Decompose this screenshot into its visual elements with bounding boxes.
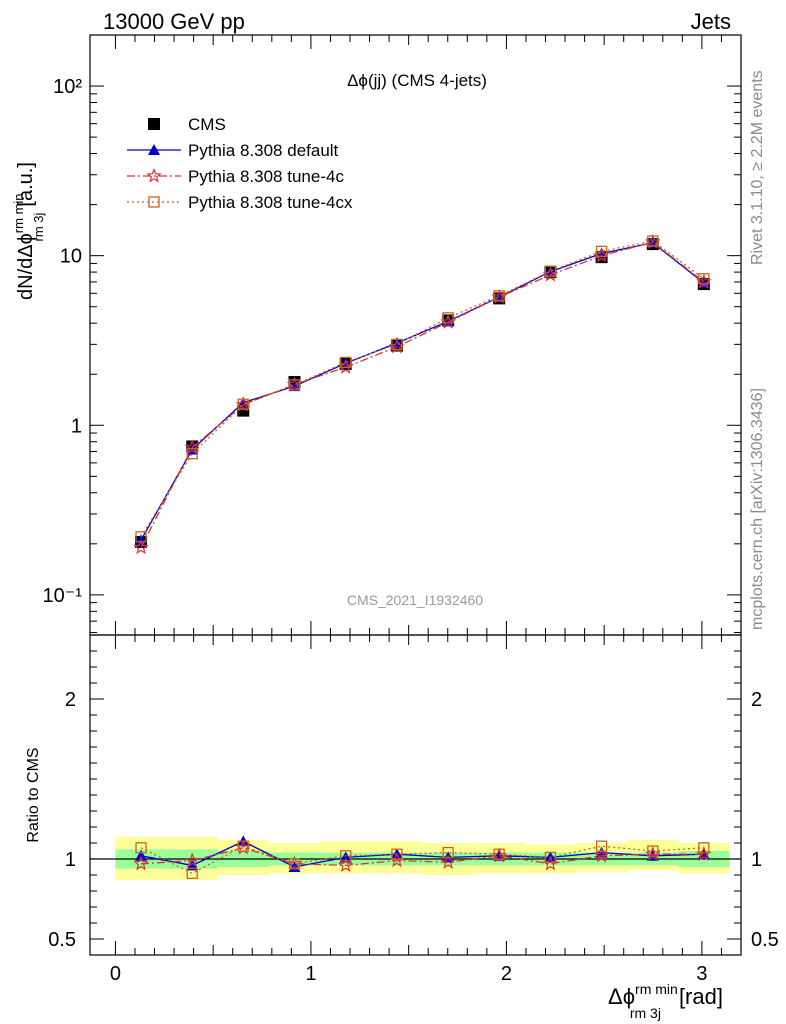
main-y-label: dN/dΔϕrm min rm 3j[a.u.] [11, 162, 46, 300]
ratio-y-tick-label: 1 [65, 849, 76, 871]
ratio-panel: 0.5 0.51 12 20 1 2 3 Ratio to CMS Δϕrm min rm 3… [25, 635, 779, 1021]
legend-item: CMS [148, 115, 226, 134]
main-series-layer [135, 236, 710, 553]
legend-item: Pythia 8.308 tune-4cx [127, 193, 353, 212]
series-line [141, 242, 704, 547]
legend-label: Pythia 8.308 default [188, 141, 339, 160]
header-left: 13000 GeV pp [103, 9, 245, 34]
x-tick-label: 2 [501, 963, 512, 985]
x-label-sup: rm min [635, 981, 678, 997]
ratio-y-label: Ratio to CMS [25, 747, 42, 842]
x-axis-label: Δϕrm min rm 3j[rad] [608, 981, 723, 1021]
header-right: Jets [691, 9, 731, 34]
main-y-label-sub: rm 3j [31, 212, 46, 241]
legend-item: Pythia 8.308 default [127, 141, 339, 160]
series-pythia-8-308-tune-4cx [136, 236, 709, 542]
ratio-y-tick-label-right: 0.5 [751, 929, 779, 951]
legend-label: CMS [188, 115, 226, 134]
series-line [141, 243, 704, 540]
watermark: CMS_2021_I1932460 [347, 592, 483, 608]
main-y-tick-label: 1 [71, 415, 82, 437]
ratio-y-tick-label-right: 1 [751, 849, 762, 871]
main-y-ticks: 10⁻¹ 1 10 10² [43, 35, 741, 635]
legend-item: Pythia 8.308 tune-4c [127, 167, 344, 186]
main-y-tick-label: 10 [60, 246, 82, 268]
main-y-label-main: dN/dΔϕ [15, 233, 37, 300]
x-label-unit: [rad] [679, 984, 723, 1009]
legend-marker [148, 118, 160, 130]
legend-label: Pythia 8.308 tune-4cx [188, 193, 353, 212]
main-panel: 10⁻¹ 1 10 10² Δϕ(jj) (CMS 4-jets) CMS_2021_… [11, 35, 741, 635]
chart-title: Δϕ(jj) (CMS 4-jets) [347, 71, 487, 90]
ratio-frame [90, 635, 741, 955]
x-tick-label: 0 [110, 963, 121, 985]
x-tick-label: 3 [696, 963, 707, 985]
side-text-upper: Rivet 3.1.10, ≥ 2.2M events [749, 70, 766, 265]
x-tick-label: 1 [305, 963, 316, 985]
main-y-tick-label: 10⁻¹ [43, 585, 83, 607]
legend-label: Pythia 8.308 tune-4c [188, 167, 344, 186]
legend: CMS Pythia 8.308 default Pythia 8.308 tune… [127, 115, 353, 212]
series-cms [135, 238, 710, 548]
x-label-sub: rm 3j [630, 1005, 661, 1021]
ratio-ticks: 0.5 0.5 1 1 2 2 0 1 2 3 [48, 635, 779, 985]
main-y-label-unit: [a.u.] [15, 162, 37, 206]
side-text-lower: mcplots.cern.ch [arXiv:1306.3436] [749, 388, 766, 630]
ratio-y-tick-label-right: 2 [751, 689, 762, 711]
series-pythia-8-308-tune-4c [135, 236, 710, 553]
series-line [141, 241, 704, 537]
main-y-tick-label: 10² [53, 76, 82, 98]
ratio-y-tick-label: 2 [65, 689, 76, 711]
series-pythia-8-308-default [135, 237, 710, 545]
ratio-y-tick-label: 0.5 [48, 929, 76, 951]
